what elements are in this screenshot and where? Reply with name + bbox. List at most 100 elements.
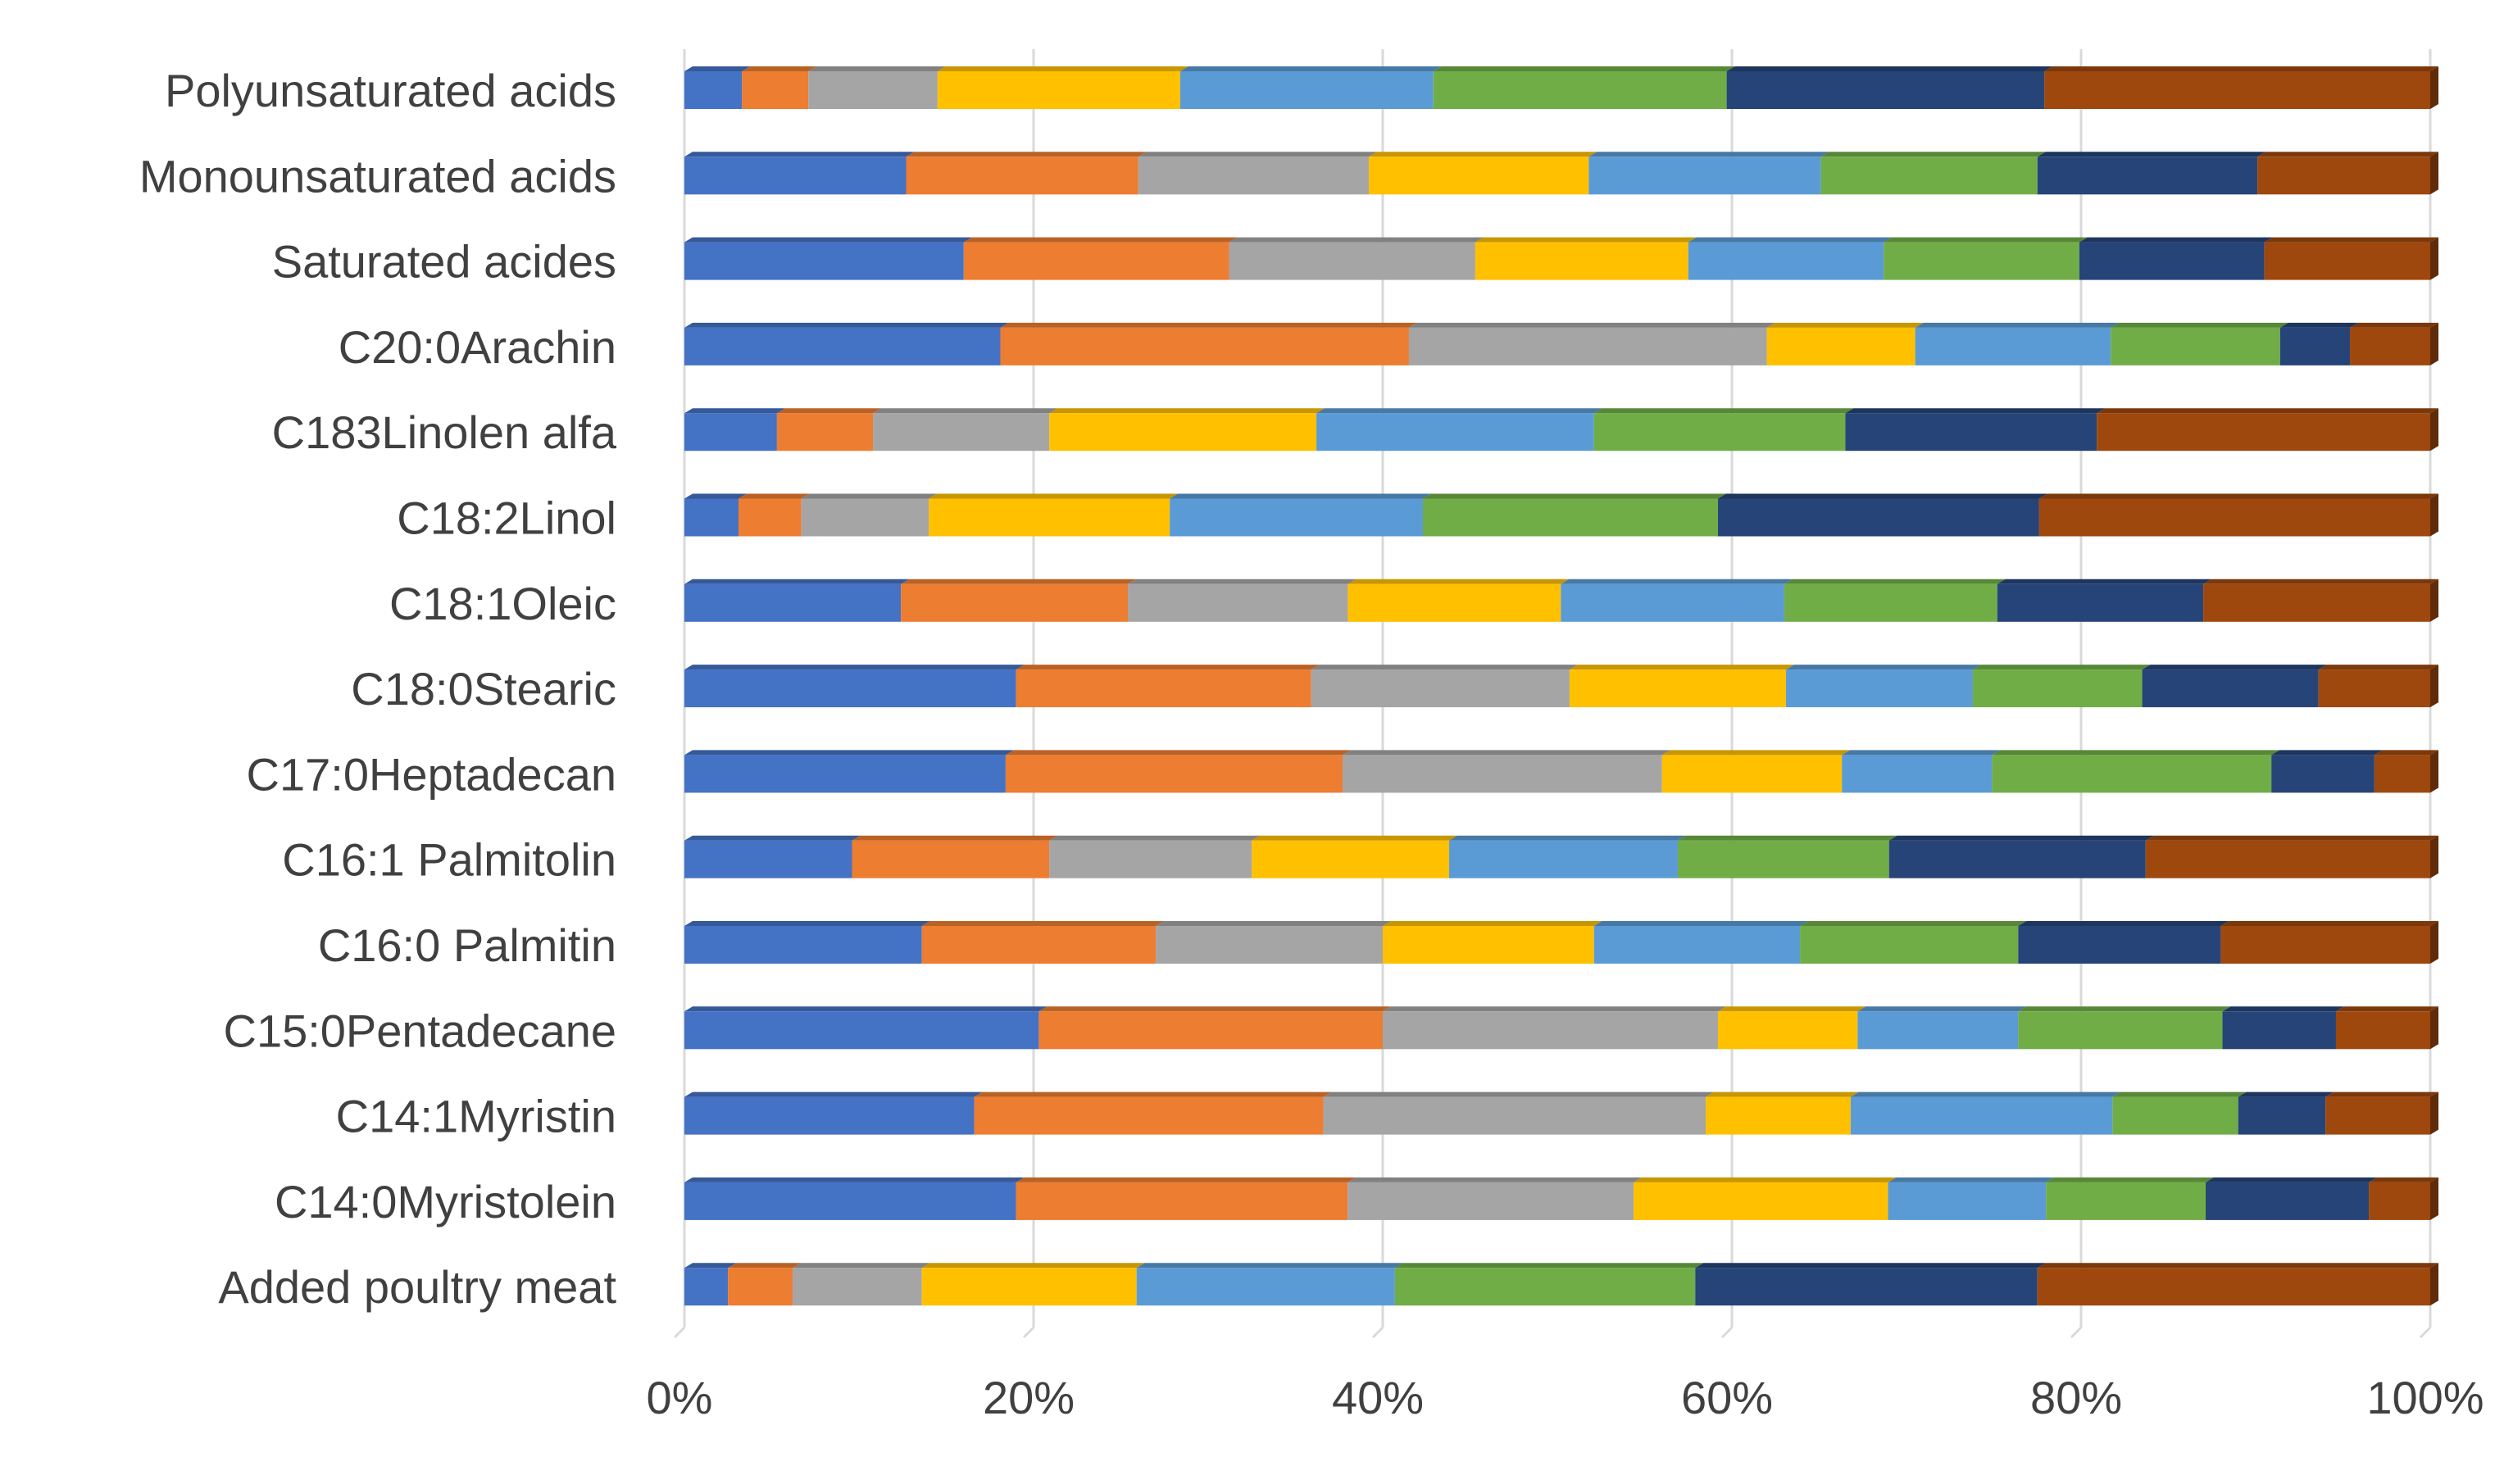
bar-segment-top (1311, 665, 1578, 670)
bar-segment-top (1661, 750, 1851, 756)
bar-segment-top (1347, 579, 1570, 584)
category-label: C16:0 Palmitin (318, 919, 616, 971)
bar-segment (2238, 1096, 2326, 1135)
bar-segment (1179, 71, 1434, 109)
bar-segment-top (1915, 322, 2120, 328)
bar-segment-top (921, 921, 1165, 926)
bar-segment (684, 71, 743, 109)
bar-segment (1311, 669, 1570, 708)
bar-segment (2142, 669, 2319, 708)
bar-segment (684, 242, 964, 280)
bar-segment (1170, 498, 1423, 537)
x-tick-label: 20% (983, 1372, 1075, 1423)
bar-segment (1049, 840, 1252, 878)
bar-segment-side (2430, 579, 2438, 622)
bar-segment-top (684, 152, 915, 157)
bar-segment-top (1229, 237, 1484, 243)
bar-segment-top (684, 835, 861, 841)
bar-segment (2271, 755, 2375, 793)
bar-segment-top (1850, 1091, 2121, 1097)
bar-segment (2335, 1011, 2430, 1050)
bar-segment-top (1475, 237, 1697, 243)
bar-segment (1000, 327, 1409, 365)
bar-segment (808, 71, 938, 109)
category-label: C14:1Myristin (336, 1091, 616, 1142)
bar-segment (1383, 1011, 1718, 1050)
bar-segment-side (2430, 1177, 2438, 1220)
bar-segment-top (684, 1263, 737, 1268)
bar-segment (1049, 413, 1317, 452)
bar-segment-side (2430, 237, 2438, 280)
bar-segment (1138, 157, 1369, 195)
x-tick-label: 100% (2366, 1372, 2484, 1423)
bar-segment (2112, 1096, 2238, 1135)
bar-segment-top (2018, 921, 2229, 926)
bar-segment-side (2430, 408, 2438, 452)
bar-segment-top (2044, 66, 2438, 71)
bar-segment-top (2222, 1006, 2344, 1012)
bar-segment-top (728, 1263, 802, 1268)
bar-segment-top (1000, 322, 1417, 328)
bar-segment (2279, 327, 2351, 365)
bar-segment (684, 413, 777, 452)
bar-segment-top (684, 921, 930, 926)
bar-segment (963, 242, 1229, 280)
bar-segment-side (2430, 835, 2438, 878)
bar-segment-top (1726, 66, 2053, 71)
bar-segment-top (1448, 835, 1686, 841)
bar-segment (1038, 1011, 1383, 1050)
bar-segment-top (1766, 322, 1924, 328)
bar-segment-top (1706, 1091, 1859, 1097)
bar-segment-top (2257, 152, 2438, 157)
bar-segment (2369, 1182, 2430, 1220)
bar-segment (1677, 840, 1889, 878)
bar-segment (2325, 1096, 2430, 1135)
bar-segment (684, 1096, 975, 1135)
bar-segment (1888, 1182, 2047, 1220)
bar-segment (1706, 1096, 1851, 1135)
bar-segment-top (1717, 1006, 1866, 1012)
bar-segment-top (1128, 579, 1357, 584)
bar-segment (1343, 755, 1662, 793)
bar-segment-top (901, 579, 1137, 584)
bar-row (684, 152, 2438, 195)
bar-segment (1136, 1268, 1395, 1306)
bar-segment-top (1695, 1263, 2046, 1268)
bar-segment-top (1136, 1263, 1403, 1268)
bar-segment-top (1842, 750, 2001, 756)
bar-segment (1368, 157, 1589, 195)
bar-segment (1634, 1182, 1888, 1220)
bar-segment-top (684, 1006, 1048, 1012)
x-tick-label: 40% (1332, 1372, 1424, 1423)
bar-segment (974, 1096, 1324, 1135)
bar-segment (2203, 583, 2430, 622)
bar-segment-top (2018, 1006, 2231, 1012)
bar-segment (1422, 498, 1718, 537)
bar-segment-top (2318, 665, 2438, 670)
bar-segment-top (1383, 921, 1602, 926)
bar-segment-top (2271, 750, 2383, 756)
bar-segment (2097, 413, 2430, 452)
gridline-foot (673, 1326, 686, 1339)
bar-segment (1156, 926, 1383, 964)
bar-segment-top (1634, 1177, 1897, 1182)
x-tick-label: 0% (647, 1372, 713, 1423)
bar-segment-top (2097, 408, 2438, 414)
bar-segment (684, 498, 739, 537)
bar-segment (1016, 1182, 1348, 1220)
bar-segment-top (1688, 237, 1893, 243)
bar-segment-top (1138, 152, 1377, 157)
bar-segment-top (906, 152, 1147, 157)
bar-row (684, 1006, 2438, 1050)
bar-segment (2220, 926, 2430, 964)
bar-segment-top (2325, 1091, 2438, 1097)
bar-segment-top (921, 1263, 1145, 1268)
bar-segment-top (742, 66, 817, 71)
bar-segment-top (1820, 152, 2046, 157)
bar-segment-top (684, 408, 785, 414)
bar-segment-top (963, 237, 1238, 243)
bar-segment (1448, 840, 1678, 878)
bar-segment-top (2335, 1006, 2438, 1012)
bar-segment (1820, 157, 2038, 195)
